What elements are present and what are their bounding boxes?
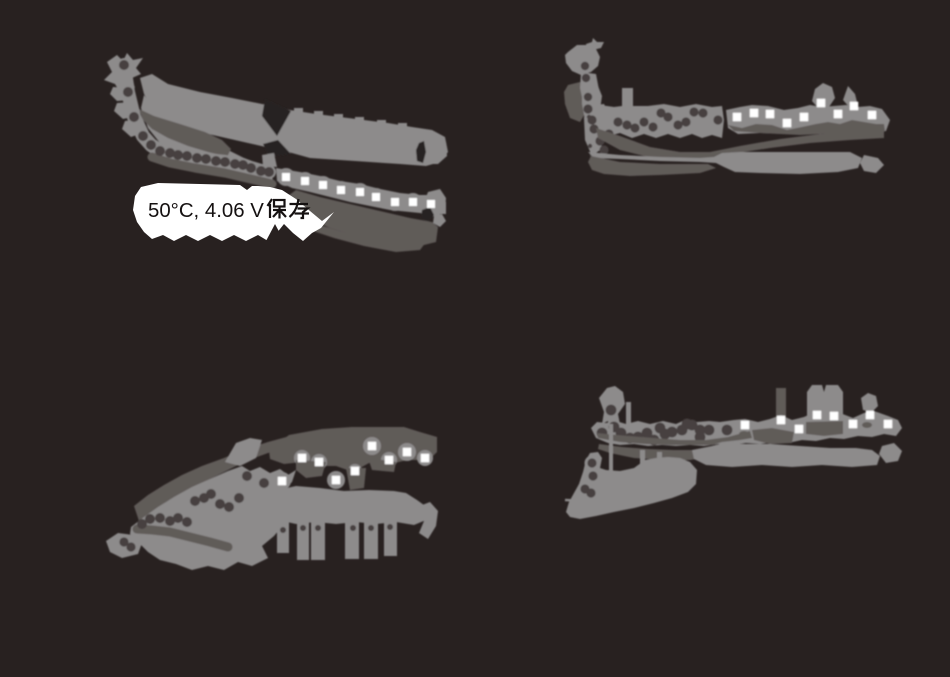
svg-text:50°C, 4.06 V: 50°C, 4.06 V xyxy=(148,200,264,222)
